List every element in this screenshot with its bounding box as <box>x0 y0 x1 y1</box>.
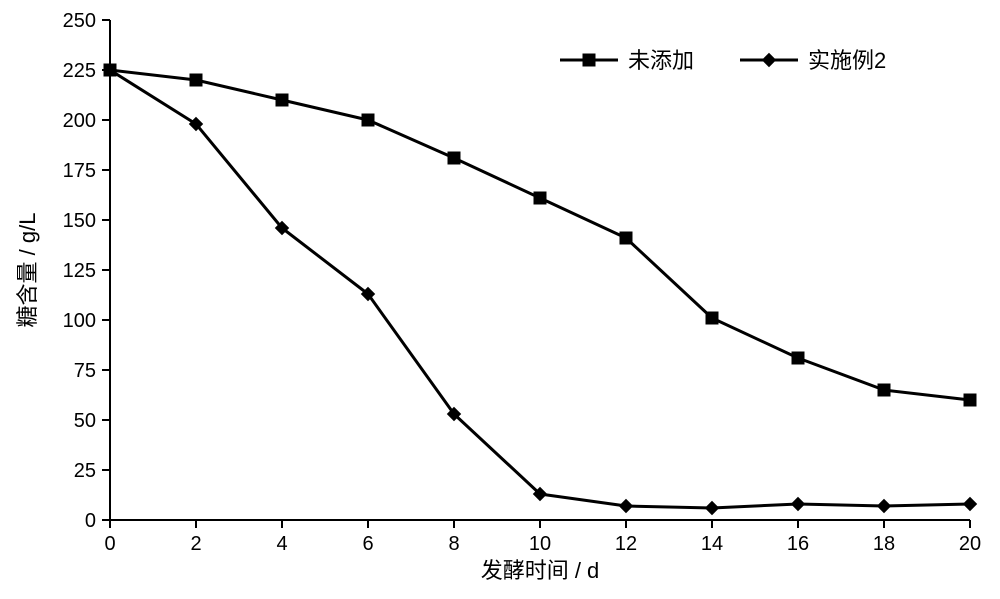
square-marker <box>276 94 288 106</box>
x-tick-label: 20 <box>959 533 981 555</box>
diamond-marker <box>763 54 776 67</box>
square-marker <box>534 192 546 204</box>
series-line <box>110 70 970 400</box>
square-marker <box>448 152 460 164</box>
square-marker <box>190 74 202 86</box>
line-chart: 0246810121416182002550751001251501752002… <box>0 0 1000 599</box>
x-tick-label: 4 <box>276 533 287 555</box>
legend-item: 实施例2 <box>740 48 886 73</box>
square-marker <box>792 352 804 364</box>
square-marker <box>362 114 374 126</box>
y-tick-label: 200 <box>63 110 96 132</box>
x-tick-label: 2 <box>190 533 201 555</box>
x-axis-label: 发酵时间 / d <box>481 558 600 583</box>
x-tick-label: 16 <box>787 533 809 555</box>
chart-container: 0246810121416182002550751001251501752002… <box>0 0 1000 599</box>
legend: 未添加 实施例2 <box>560 48 886 73</box>
diamond-marker <box>706 502 719 515</box>
x-tick-label: 18 <box>873 533 895 555</box>
y-axis-label: 糖含量 / g/L <box>15 213 40 328</box>
square-marker <box>583 54 595 66</box>
y-tick-label: 25 <box>74 460 96 482</box>
legend-label: 未添加 <box>628 48 694 73</box>
axes: 0246810121416182002550751001251501752002… <box>63 10 982 555</box>
series-1 <box>104 64 977 515</box>
series-0 <box>104 64 976 406</box>
x-tick-label: 12 <box>615 533 637 555</box>
series-group <box>104 64 977 515</box>
series-line <box>110 70 970 508</box>
x-tick-label: 8 <box>448 533 459 555</box>
x-tick-label: 14 <box>701 533 723 555</box>
diamond-marker <box>964 498 977 511</box>
diamond-marker <box>620 500 633 513</box>
legend-item: 未添加 <box>560 48 694 73</box>
diamond-marker <box>792 498 805 511</box>
square-marker <box>706 312 718 324</box>
diamond-marker <box>878 500 891 513</box>
x-tick-label: 0 <box>104 533 115 555</box>
y-tick-label: 0 <box>85 510 96 532</box>
square-marker <box>878 384 890 396</box>
y-tick-label: 75 <box>74 360 96 382</box>
x-tick-label: 6 <box>362 533 373 555</box>
y-tick-label: 50 <box>74 410 96 432</box>
y-tick-label: 150 <box>63 210 96 232</box>
y-tick-label: 250 <box>63 10 96 32</box>
y-tick-label: 175 <box>63 160 96 182</box>
square-marker <box>620 232 632 244</box>
y-tick-label: 100 <box>63 310 96 332</box>
square-marker <box>964 394 976 406</box>
y-tick-label: 225 <box>63 60 96 82</box>
x-tick-label: 10 <box>529 533 551 555</box>
y-tick-label: 125 <box>63 260 96 282</box>
legend-label: 实施例2 <box>808 48 886 73</box>
